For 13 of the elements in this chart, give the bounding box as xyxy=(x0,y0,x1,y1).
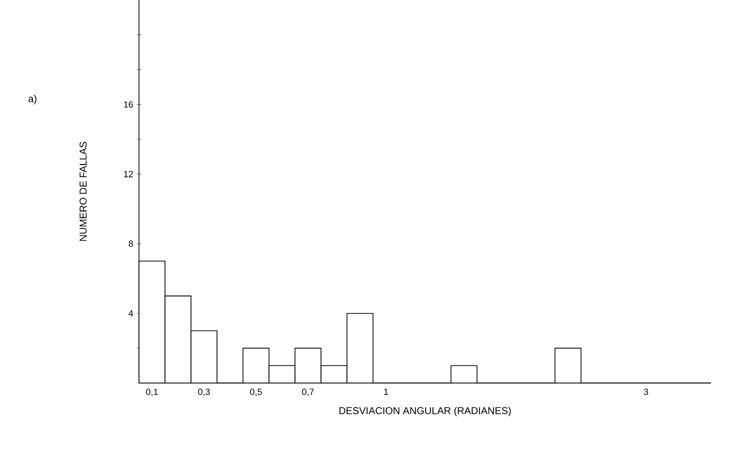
text: a) xyxy=(28,94,36,104)
x-tick-label: 3 xyxy=(644,388,648,395)
x-tick-label: 0,5 xyxy=(250,388,262,396)
y-tick-label: 12 xyxy=(124,170,133,178)
y-tick-label: 16 xyxy=(124,101,133,108)
x-tick-label: 0,1 xyxy=(146,388,158,396)
x-tick-label: 0,3 xyxy=(198,388,210,396)
y-tick-label: 4 xyxy=(128,310,134,316)
x-axis-title: DESVIACION ANGULAR (RADIANES) xyxy=(339,406,511,416)
y-axis-title: NUMERO DE FALLAS xyxy=(80,142,87,241)
x-tick-label: 1 xyxy=(384,388,388,395)
x-tick-label: 0,7 xyxy=(302,388,314,396)
y-tick-label: 8 xyxy=(128,240,133,247)
